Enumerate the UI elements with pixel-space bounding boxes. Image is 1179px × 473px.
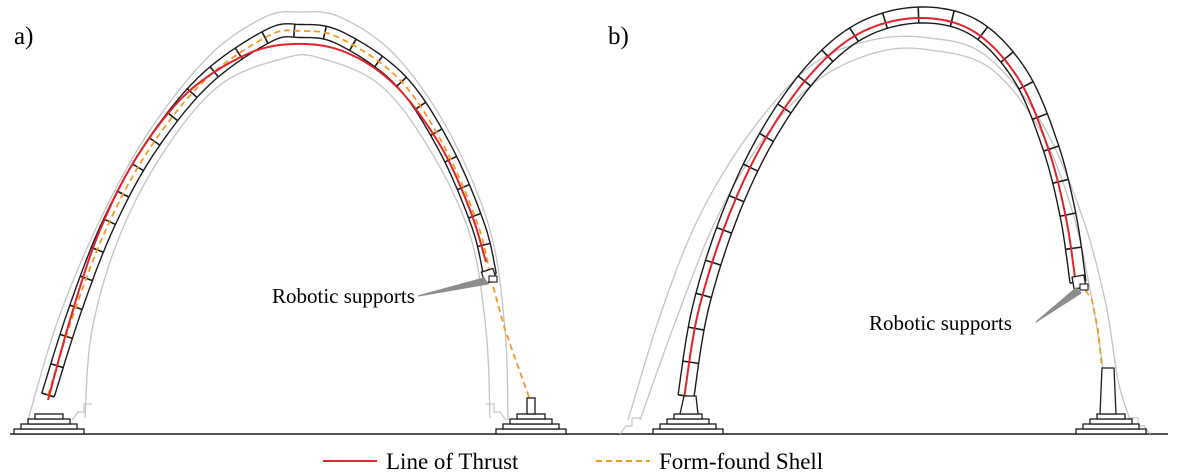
b-block-joint (849, 27, 860, 42)
b-block-joint (682, 360, 699, 365)
a-base-right-step (502, 423, 560, 430)
a-ghost-inner (84, 53, 491, 419)
panel-a-annotation: Robotic supports (272, 284, 415, 308)
b-block-joint (1000, 51, 1014, 63)
a-robot-clamp (488, 275, 498, 283)
panel-a-form-found-shell (47, 29, 531, 401)
legend: Line of Thrust Form-found Shell (323, 449, 823, 473)
panel-a-annotation-pointer (417, 277, 490, 297)
a-block-intrados (53, 36, 485, 398)
b-block-intrados (693, 22, 1071, 398)
panel-b-annotation-pointer (1035, 287, 1082, 323)
b-block-joint (977, 26, 989, 41)
panel-a-supports (13, 397, 567, 435)
panel-a-robotic-support (480, 267, 498, 285)
b-base-left-step (673, 413, 703, 420)
b-block-joint (1043, 145, 1060, 152)
panel-b-scaffold-outline (619, 35, 1151, 435)
panel-a-label: a) (14, 23, 33, 50)
b-block-joint (917, 7, 920, 24)
b-ghost-inner (639, 47, 1113, 421)
panel-b-label: b) (608, 23, 629, 50)
a-block-joint (148, 137, 161, 146)
a-block-extrados (41, 23, 497, 394)
b-block-extrados (677, 6, 1087, 395)
b-block-joint (705, 259, 722, 266)
a-block-joint (477, 242, 491, 248)
a-base-right-step (509, 418, 553, 425)
b-base-right-step (1082, 423, 1140, 430)
b-shell-link (1079, 281, 1103, 369)
a-ghost-step-right (486, 403, 507, 421)
a-base-left-step (13, 428, 85, 435)
a-right-post (526, 397, 536, 415)
b-block-joint (688, 326, 705, 331)
panel-a-line-of-thrust (47, 42, 487, 401)
b-robot-clamp (1079, 283, 1089, 291)
b-base-right-step (1089, 418, 1133, 425)
a-block-joint (468, 212, 482, 219)
a-base-right-step (495, 428, 567, 435)
legend-shell-label: Form-found Shell (659, 449, 823, 473)
panel-b-annotation: Robotic supports (869, 311, 1012, 335)
b-pointer-wedge (1035, 287, 1082, 323)
a-ghost-outer (27, 11, 509, 421)
panel-b-line-of-thrust (683, 17, 1077, 400)
b-block-joint (1032, 112, 1048, 121)
a-base-left-step (27, 418, 71, 425)
panel-b-supports (652, 281, 1147, 435)
panel-a-arch: Robotic supports (13, 11, 567, 435)
b-block-joint (1018, 80, 1034, 90)
panel-b-robotic-support (1071, 274, 1089, 291)
a-base-left-step (20, 423, 78, 430)
b-block-joint (695, 292, 712, 299)
b-block-joint (949, 10, 955, 27)
b-base-left-step (659, 423, 717, 430)
a-block-joint (166, 112, 179, 122)
a-base-left-step (34, 413, 64, 420)
b-base-left-step (666, 418, 710, 425)
panel-b-shell-blocks (677, 6, 1087, 399)
b-block-joint (1065, 246, 1082, 251)
b-left-foot (679, 395, 699, 415)
panel-a-shell-blocks (41, 23, 497, 398)
a-ghost-step-left (71, 403, 92, 421)
b-ghost-outer (627, 35, 1131, 421)
b-base-right-step (1075, 428, 1147, 435)
a-pointer-wedge (417, 277, 490, 297)
a-base-right-step (516, 413, 546, 420)
a-block-joint (261, 31, 269, 44)
b-ghost-step-left (619, 417, 640, 435)
b-block-joint (881, 12, 889, 29)
b-block-joint (1052, 178, 1069, 185)
legend-thrust-label: Line of Thrust (386, 449, 519, 473)
panel-a-scaffold-outline (27, 11, 509, 421)
panel-b-arch: Robotic supports (619, 6, 1151, 435)
b-right-foot (1099, 367, 1117, 415)
b-base-left-step (652, 428, 724, 435)
b-base-right-step (1096, 413, 1126, 420)
b-block-joint (1059, 212, 1076, 218)
